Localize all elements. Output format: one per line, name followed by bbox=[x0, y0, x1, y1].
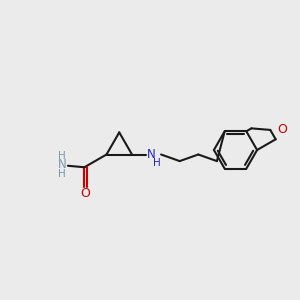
Text: N: N bbox=[147, 148, 156, 161]
Text: O: O bbox=[277, 123, 287, 136]
Text: H: H bbox=[153, 158, 161, 168]
Text: O: O bbox=[80, 187, 90, 200]
Text: N: N bbox=[58, 158, 66, 171]
Text: H: H bbox=[58, 169, 66, 179]
Text: H: H bbox=[58, 151, 66, 161]
